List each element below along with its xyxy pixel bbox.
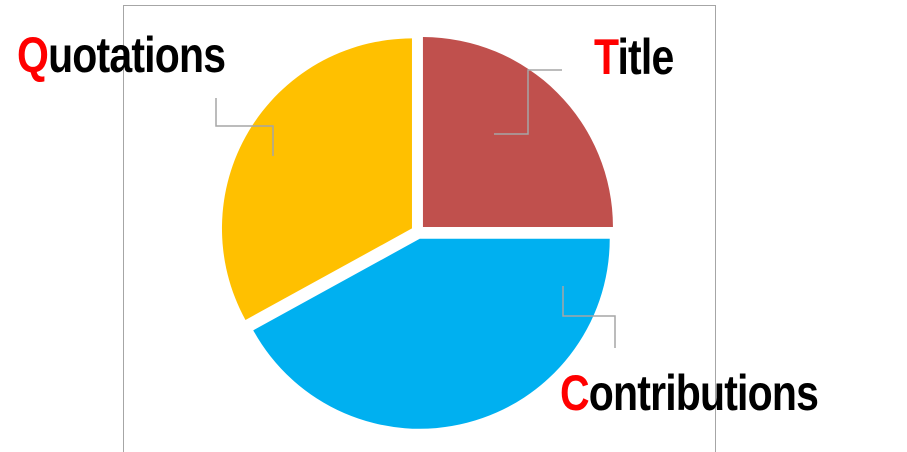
chart-frame — [123, 5, 716, 452]
slice-label-initial: C — [560, 365, 590, 421]
slice-label-contributions: Contributions — [560, 365, 819, 421]
slice-label-title: Title — [594, 29, 674, 85]
slice-label-rest: itle — [617, 29, 674, 85]
slice-label-rest: ontributions — [588, 365, 819, 421]
leader-line-quotations — [215, 98, 274, 156]
slice-label-initial: T — [594, 29, 618, 85]
slice-label-rest: uotations — [48, 27, 226, 83]
leader-line-contributions — [562, 286, 616, 348]
slice-label-initial: Q — [17, 27, 49, 83]
pie-slice-title — [422, 37, 613, 228]
pie-slice-quotations — [221, 38, 412, 320]
leader-line-title — [494, 69, 562, 135]
pie-slice-contributions — [253, 238, 610, 429]
slice-label-quotations: Quotations — [17, 27, 226, 83]
